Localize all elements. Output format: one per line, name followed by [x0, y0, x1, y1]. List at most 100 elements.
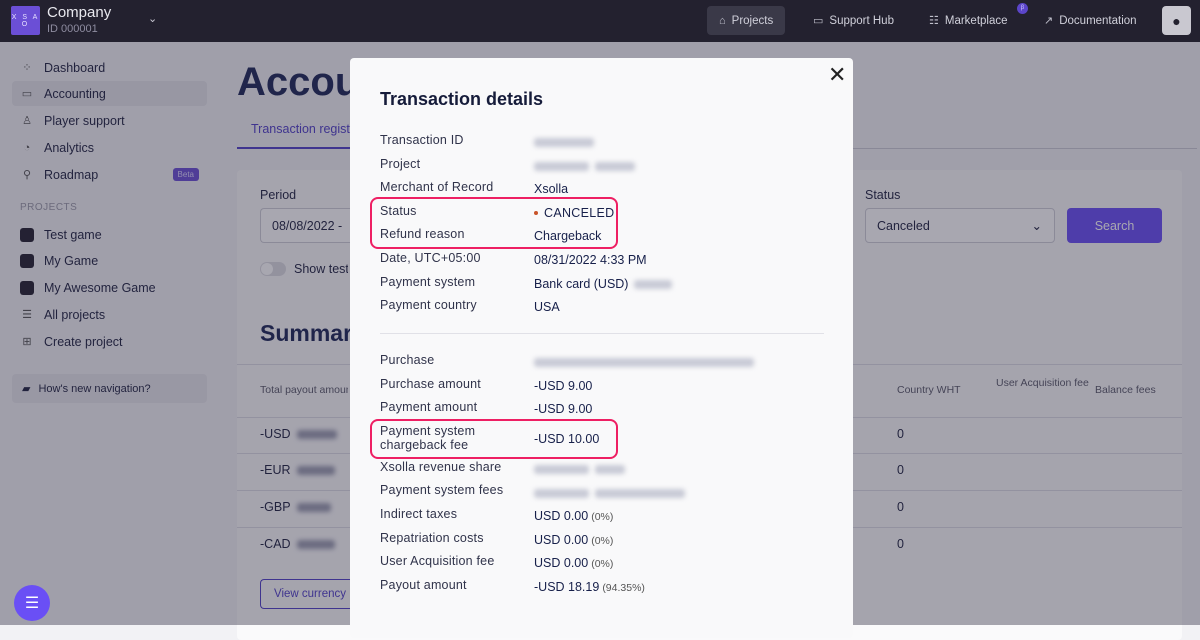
table-row: -GBP: [260, 500, 331, 514]
top-bar: X S A O Company ID 000001 ⌄ ⌂ Projects ▭ S…: [0, 0, 1200, 42]
period-input[interactable]: 08/08/2022 -: [260, 208, 360, 243]
country-wht-cell: 0: [897, 500, 904, 514]
close-icon[interactable]: ✕: [828, 62, 847, 87]
nav-label: Projects: [731, 14, 774, 27]
highlight-status-box: [370, 197, 618, 249]
table-row: -CAD: [260, 537, 335, 551]
details-section-2: Purchase Purchase amount -USD 9.00 Paymen…: [380, 353, 830, 601]
sidebar-item-accounting[interactable]: ▭ Accounting: [12, 81, 207, 106]
detail-row: Purchase: [380, 353, 830, 377]
tab-underline: [237, 147, 367, 149]
chevron-down-icon[interactable]: ⌄: [148, 13, 158, 25]
show-test-label: Show test: [294, 262, 348, 276]
grid-icon: ⁘: [22, 62, 32, 74]
plus-icon: ⊞: [22, 336, 32, 348]
gamepad-icon: [20, 280, 34, 295]
sidebar-item-label: Analytics: [44, 140, 95, 155]
sidebar-item-label: Create project: [44, 334, 123, 349]
gamepad-icon: [20, 227, 34, 242]
sidebar-item-label: All projects: [44, 307, 106, 322]
home-icon: ⌂: [719, 14, 726, 27]
column-header: Country WHT: [897, 384, 961, 396]
sidebar-all-projects[interactable]: ☰ All projects: [12, 302, 207, 327]
detail-row: User Acquisition fee USD 0.00 (0%): [380, 554, 614, 571]
detail-row: Payment system Bank card (USD): [380, 275, 830, 299]
sidebar-item-roadmap[interactable]: ⚲ Roadmap Beta: [12, 162, 207, 187]
details-section-1: Transaction ID Project Merchant of Recor…: [380, 133, 830, 322]
column-header: Total payout amount: [260, 384, 348, 396]
feedback-button[interactable]: ▰ How's new navigation?: [12, 374, 207, 403]
sidebar-item-dashboard[interactable]: ⁘ Dashboard: [12, 55, 207, 80]
company-name[interactable]: Company: [47, 4, 112, 21]
chat-icon[interactable]: ☰: [14, 585, 50, 621]
detail-row: Xsolla revenue share: [380, 460, 830, 484]
user-icon: ♙: [22, 115, 32, 127]
sidebar-item-label: Dashboard: [44, 60, 106, 75]
detail-row: Merchant of Record Xsolla: [380, 180, 569, 197]
detail-row: Indirect taxes USD 0.00 (0%): [380, 506, 614, 523]
view-currency-button[interactable]: View currency: [260, 579, 350, 609]
detail-row: Status CANCELED: [380, 203, 615, 220]
feedback-label: How's new navigation?: [38, 382, 151, 395]
projects-heading: PROJECTS: [20, 202, 78, 213]
gamepad-icon: [20, 253, 34, 268]
page-title: Accounting: [237, 60, 350, 104]
detail-row: Project: [380, 157, 830, 181]
nav-documentation[interactable]: ↗ Documentation: [1032, 6, 1149, 35]
chat-bubble-icon: ▭: [813, 15, 824, 27]
user-icon: ●: [1172, 12, 1181, 29]
column-header: User Acquisition fee: [996, 377, 1089, 389]
detail-row: Date, UTC+05:00 08/31/2022 4:33 PM: [380, 250, 647, 267]
folder-icon: ▭: [21, 88, 33, 100]
sidebar-create-project[interactable]: ⊞ Create project: [12, 329, 207, 354]
chevron-down-icon: ⌄: [1031, 219, 1042, 233]
detail-row: Refund reason Chargeback: [380, 227, 602, 244]
nav-label: Documentation: [1059, 14, 1137, 27]
period-label: Period: [260, 188, 297, 202]
sidebar-item-label: Roadmap: [44, 167, 99, 182]
detail-row: Transaction ID: [380, 133, 830, 157]
nav-support-hub[interactable]: ▭ Support Hub: [801, 6, 906, 35]
period-value: 08/08/2022 -: [272, 218, 343, 233]
tab-transaction-registry[interactable]: Transaction registry: [251, 122, 350, 136]
nav-label: Marketplace: [944, 14, 1008, 27]
company-id: ID 000001: [47, 23, 98, 35]
avatar[interactable]: ●: [1162, 6, 1191, 35]
sidebar-item-player-support[interactable]: ♙ Player support: [12, 108, 207, 133]
status-badge: CANCELED: [534, 204, 614, 220]
pie-chart-icon: ◔: [23, 141, 31, 154]
transaction-details-modal: Transaction details ✕ Transaction ID Pro…: [350, 58, 853, 638]
detail-row: Payment country USA: [380, 298, 560, 315]
detail-row: Purchase amount -USD 9.00: [380, 376, 593, 393]
country-wht-cell: 0: [897, 537, 904, 551]
message-icon: ▰: [22, 383, 31, 395]
detail-row: Payment amount -USD 9.00: [380, 400, 593, 417]
external-link-icon: ↗: [1044, 15, 1054, 27]
project-my-game[interactable]: My Game: [12, 248, 207, 273]
nav-marketplace[interactable]: ☷ Marketplace: [917, 6, 1020, 35]
status-value: Canceled: [877, 218, 930, 233]
project-my-awesome-game[interactable]: My Awesome Game: [12, 275, 207, 300]
show-test-toggle[interactable]: [260, 262, 286, 276]
signpost-icon: ⚲: [22, 169, 32, 181]
status-label: Status: [865, 188, 901, 202]
company-logo[interactable]: X S A O: [11, 6, 40, 35]
modal-title: Transaction details: [380, 89, 544, 109]
highlight-chargeback-fee-box: [370, 419, 618, 459]
detail-row: Payment system fees: [380, 483, 830, 507]
search-button[interactable]: Search: [1067, 208, 1162, 243]
sidebar-item-label: Player support: [44, 113, 125, 128]
project-test-game[interactable]: Test game: [12, 222, 207, 247]
sidebar-item-label: My Awesome Game: [44, 280, 156, 295]
detail-row: Payout amount -USD 18.19 (94.35%): [380, 577, 645, 594]
sidebar: ⁘ Dashboard ▭ Accounting ♙ Player support ◔…: [0, 42, 220, 625]
country-wht-cell: 0: [897, 463, 904, 477]
sidebar-item-label: Test game: [44, 227, 102, 242]
sidebar-item-analytics[interactable]: ◔ Analytics: [12, 135, 207, 160]
nav-label: Support Hub: [829, 14, 894, 27]
column-header: Balance fees: [1095, 384, 1156, 396]
sidebar-item-label: Accounting: [44, 86, 106, 101]
status-select[interactable]: Canceled ⌄: [865, 208, 1055, 243]
country-wht-cell: 0: [897, 427, 904, 441]
nav-projects[interactable]: ⌂ Projects: [707, 6, 786, 35]
